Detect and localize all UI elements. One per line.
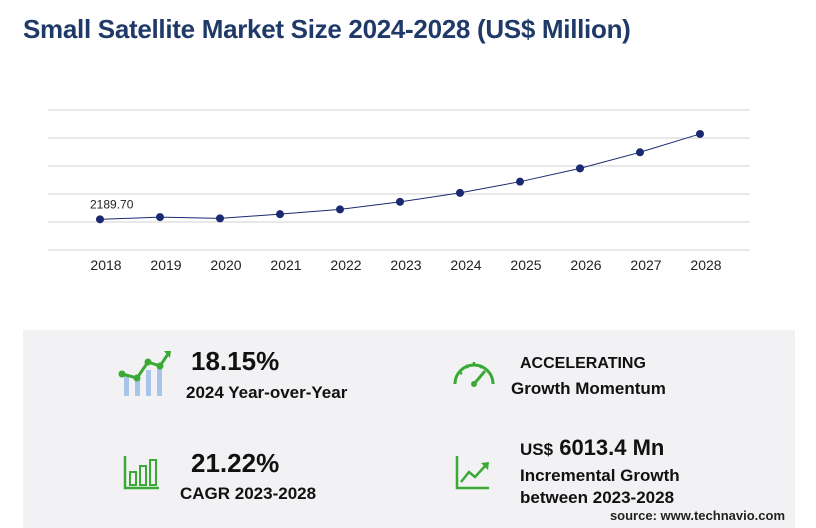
x-tick-label: 2019	[150, 257, 181, 273]
trend-up-icon	[455, 456, 489, 490]
x-tick-label: 2020	[210, 257, 241, 273]
incremental-line2: between 2023-2028	[520, 488, 675, 507]
x-tick-label: 2028	[690, 257, 721, 273]
data-point-2021	[276, 210, 284, 219]
line-chart: 2189.70 2018 2019 2020 2021 2022 2023 2024 2025…	[48, 109, 750, 273]
incremental-line1: Incremental Growth	[520, 466, 680, 485]
data-point-2025	[516, 177, 524, 186]
x-axis-ticks: 2018 2019 2020 2021 2022 2023 2024 2025 2026 2027…	[90, 257, 721, 273]
x-tick-label: 2021	[270, 257, 301, 273]
data-label: 2189.70	[90, 197, 134, 211]
x-tick-label: 2024	[450, 257, 481, 273]
data-point-2019	[156, 213, 164, 222]
data-point-2023	[396, 197, 404, 206]
yoy-label: 2024 Year-over-Year	[186, 383, 348, 402]
data-point-2022	[336, 205, 344, 214]
data-point-2020	[216, 214, 224, 223]
data-point-2024	[456, 188, 464, 197]
momentum-line1: ACCELERATING	[520, 355, 646, 372]
incremental-value-row: US$ 6013.4 Mn	[520, 435, 664, 461]
x-tick-label: 2023	[390, 257, 421, 273]
bar-chart-icon	[123, 456, 159, 490]
data-point-2027	[636, 148, 644, 157]
incremental-value: 6013.4 Mn	[559, 435, 665, 460]
stats-panel: 18.15% 2024 Year-over-Year ACCELERATING …	[23, 330, 795, 528]
chart-title: Small Satellite Market Size 2024-2028 (U…	[23, 14, 631, 44]
grid-lines	[48, 109, 750, 251]
data-points	[96, 129, 704, 224]
cagr-label: CAGR 2023-2028	[180, 484, 317, 503]
x-tick-label: 2022	[330, 257, 361, 273]
x-tick-label: 2018	[90, 257, 121, 273]
data-point-2028	[696, 129, 704, 138]
cagr-value: 21.22%	[191, 448, 280, 478]
series-line-path	[99, 133, 701, 220]
x-tick-label: 2026	[570, 257, 601, 273]
yoy-value: 18.15%	[191, 346, 280, 376]
momentum-line2: Growth Momentum	[511, 379, 666, 398]
data-point-2026	[576, 164, 584, 173]
growth-chart-icon	[118, 351, 171, 396]
currency-label: US$	[520, 440, 554, 459]
series-line	[99, 133, 701, 220]
source-note: source: www.technavio.com	[609, 508, 785, 523]
data-labels: 2189.70	[90, 197, 134, 211]
speedometer-icon	[453, 362, 495, 387]
data-point-2018	[96, 215, 104, 224]
x-tick-label: 2027	[630, 257, 661, 273]
x-tick-label: 2025	[510, 257, 541, 273]
